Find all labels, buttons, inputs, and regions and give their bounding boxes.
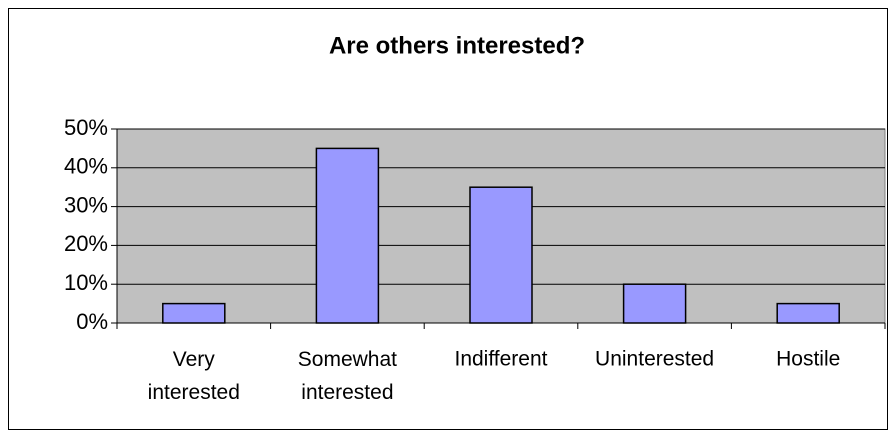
y-tick-label: 20% [64, 231, 108, 256]
x-tick-label: Indifferent [454, 348, 547, 371]
x-tick-label: Very interested [148, 348, 240, 404]
y-tick-label: 10% [64, 270, 108, 295]
x-tick-label: Hostile [776, 348, 840, 371]
x-tick-label: Uninterested [595, 348, 714, 371]
y-tick-label: 40% [64, 154, 108, 179]
y-tick-label: 30% [64, 192, 108, 217]
x-tick-label: Somewhat interested [298, 348, 397, 404]
bar [622, 283, 687, 324]
bar [315, 147, 380, 324]
y-tick-label: 50% [64, 115, 108, 140]
chart-title: Are others interested? [329, 32, 585, 59]
bar [162, 302, 226, 324]
bar [469, 186, 533, 324]
y-tick-label: 0% [76, 309, 108, 334]
bar [776, 302, 840, 324]
